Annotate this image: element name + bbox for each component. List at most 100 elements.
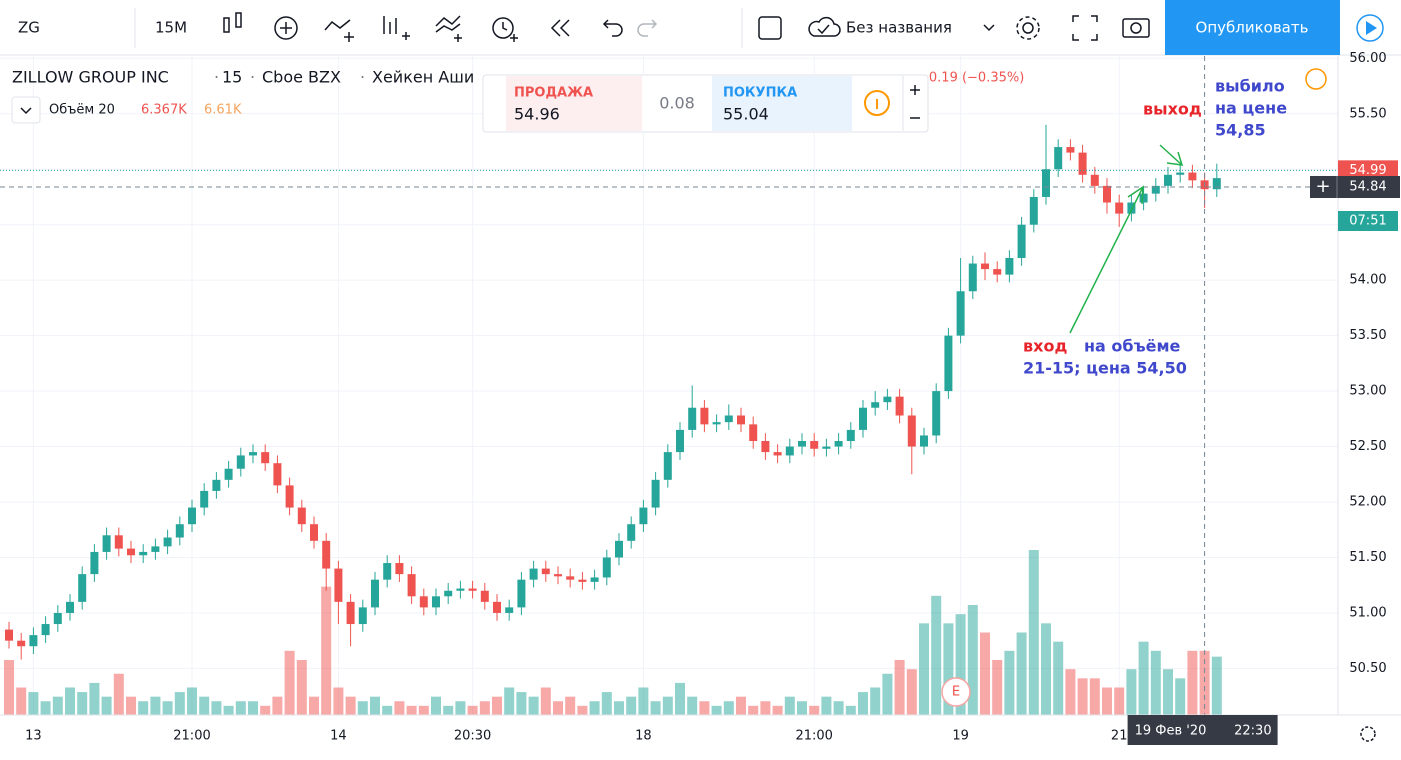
candle-body <box>1078 152 1087 175</box>
x-tick-label: 14 <box>330 729 347 744</box>
volume-bar <box>516 692 527 715</box>
financials-button[interactable] <box>383 16 410 40</box>
volume-bar <box>919 623 929 715</box>
candle-body <box>334 568 343 602</box>
play-button[interactable] <box>1356 14 1384 42</box>
volume-bar <box>345 696 356 715</box>
y-tick-label: 55.50 <box>1349 106 1386 121</box>
countdown-box <box>1338 211 1398 231</box>
volume-bar <box>370 696 380 715</box>
symbol[interactable]: ZG <box>18 19 40 37</box>
volume-bar <box>174 692 185 715</box>
buy-button[interactable] <box>712 76 852 131</box>
candle-body <box>310 524 318 541</box>
alert-button[interactable] <box>492 17 518 42</box>
volume-bar <box>723 701 734 715</box>
volume-bar <box>894 660 905 715</box>
candle-body <box>761 441 770 453</box>
volume-bar <box>845 705 856 715</box>
sell-price[interactable]: 54.96 <box>514 105 560 124</box>
volume-bar <box>1016 632 1027 715</box>
warning-icon[interactable] <box>1305 68 1327 90</box>
candle-body <box>41 624 50 636</box>
x-tick-label: 18 <box>635 729 652 744</box>
volume-bar <box>821 696 832 715</box>
buy-label[interactable]: ПОКУПКА <box>723 86 797 101</box>
candle-body <box>383 563 392 580</box>
candle-body <box>566 576 575 580</box>
layout-dropdown[interactable] <box>983 24 995 32</box>
volume-bar <box>89 682 100 715</box>
volume-bar <box>1138 641 1149 715</box>
volume-bar <box>772 705 783 715</box>
candle-body <box>1176 172 1185 175</box>
settings-gear[interactable] <box>1360 726 1376 742</box>
volume-bar <box>1211 656 1222 715</box>
plus-button[interactable] <box>910 85 920 95</box>
candle-body <box>1212 178 1221 190</box>
trade-panel: ПРОДАЖА 54.96 0.08 ПОКУПКА 55.04 <box>482 74 929 133</box>
sell-button[interactable] <box>506 76 642 131</box>
volume-bar <box>1114 687 1125 715</box>
crosshair-date: 19 Фев '20 <box>1135 724 1207 739</box>
templates-button[interactable] <box>435 15 462 42</box>
volume-bar <box>235 701 246 715</box>
annotation-exit: выход <box>1143 100 1202 119</box>
volume-bar <box>77 692 88 715</box>
volume-bar <box>906 669 917 715</box>
chart-type-button[interactable] <box>223 12 242 33</box>
sell-label[interactable]: ПРОДАЖА <box>514 86 593 101</box>
event-marker[interactable] <box>941 677 971 707</box>
arrows <box>1069 144 1184 334</box>
legend-exchange: Cboe BZX <box>262 68 341 87</box>
undo-button[interactable] <box>602 19 623 37</box>
candle-body <box>859 407 867 430</box>
candle-body <box>737 415 745 425</box>
interval[interactable]: 15M <box>155 19 187 37</box>
candle-body <box>981 263 989 270</box>
layout-name[interactable]: Без названия <box>846 19 952 37</box>
candle-body <box>346 601 355 625</box>
volume-bar <box>675 682 685 715</box>
volume-bar <box>528 696 539 715</box>
collapse-button[interactable] <box>11 96 41 124</box>
candle-body <box>810 441 819 449</box>
volume-bar <box>16 687 27 715</box>
candle-body <box>273 463 282 486</box>
candle-body <box>200 490 209 508</box>
replay-button[interactable] <box>550 19 570 37</box>
volume-ma: 6.61K <box>204 103 242 118</box>
candle-body <box>261 452 270 464</box>
candle-body <box>358 607 367 625</box>
settings-button[interactable] <box>1016 16 1040 40</box>
indicators-button[interactable] <box>274 16 298 40</box>
publish-label[interactable]: Опубликовать <box>1196 19 1309 37</box>
candle-body <box>1127 202 1136 214</box>
candle-body <box>236 455 245 469</box>
legend-interval: 15 <box>222 68 242 87</box>
volume-bar <box>382 705 393 715</box>
dot: · <box>250 68 255 87</box>
publish-button[interactable] <box>1165 0 1340 55</box>
buy-price[interactable]: 55.04 <box>723 105 769 124</box>
redo-button[interactable] <box>637 19 658 37</box>
layout-button[interactable] <box>758 16 782 40</box>
volume-bar <box>1163 669 1173 715</box>
snapshot-button[interactable] <box>1122 18 1150 38</box>
volume-bar <box>760 701 771 715</box>
fullscreen-button[interactable] <box>1072 15 1098 41</box>
volume-bar <box>589 701 600 715</box>
collapse-icon <box>20 107 32 115</box>
volume-bar <box>1004 650 1015 715</box>
volume-bar <box>113 673 124 715</box>
volume-bar <box>406 705 417 715</box>
last-price-label: 54.99 <box>1349 163 1386 178</box>
volume-bar <box>1053 641 1064 715</box>
annotation-entry: вход <box>1023 337 1067 356</box>
info-button[interactable] <box>864 90 890 116</box>
y-tick-label: 52.50 <box>1349 439 1386 454</box>
candle-body <box>175 524 184 538</box>
volume-bar <box>650 701 661 715</box>
compare-button[interactable] <box>324 19 354 42</box>
candle-body <box>676 429 684 453</box>
